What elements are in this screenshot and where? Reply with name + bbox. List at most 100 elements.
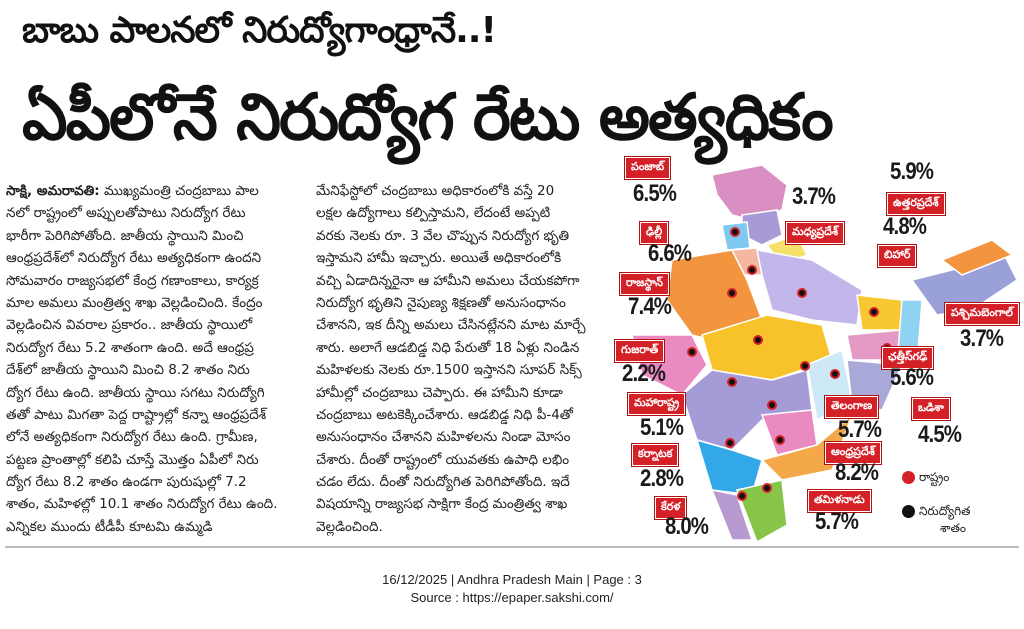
value-delhi: 6.6%	[648, 240, 692, 267]
red-dot-icon	[902, 471, 915, 484]
region-bihar	[856, 294, 903, 331]
article-line: తతో పాటు మిగతా పెద్ద రాష్ట్రాల్లో కన్నా …	[6, 404, 306, 426]
article-line: పట్టణ ప్రాంతాల్లో కలిపి చూస్తే మొత్తం ఏప…	[6, 449, 306, 471]
article-line: భారీగా పెరిగిపోతోంది. జాతీయ స్థాయిని మిం…	[6, 225, 306, 247]
article-column-middle: మేనిఫేస్టోలో చంద్రబాబు అధికారంలోకి వస్తే…	[316, 180, 611, 538]
value-chhattisgarh: 5.6%	[890, 364, 934, 391]
article-line: సోమవారం రాజ్యసభలో కేంద్ర గణాంకాలు, కార్య…	[6, 270, 306, 292]
article-line: ద్యోగ రేటు ఉంది. జాతీయ స్థాయి సగటు నిరుద…	[6, 382, 306, 404]
region-up	[756, 249, 863, 326]
article-line-text: ద్యోగ రేటు 8.2 శాతం ఉండగా పురుషుల్లో 7.2	[6, 474, 247, 491]
black-dot-icon	[902, 505, 915, 518]
article-line-text: విషయాన్ని రాజ్యసభ సాక్షిగా కేంద్ర మంత్రి…	[316, 496, 568, 513]
article-line: ఆంధ్రప్రదేశ్‌లో నిరుద్యోగ రేటు అత్యధికంగ…	[6, 247, 306, 269]
article-line: ఇస్తామని హామీ ఇచ్చారు. అయితే అధికారంలోకి	[316, 247, 611, 269]
value-kerala: 8.0%	[665, 513, 709, 540]
article-line: శాతం, మహిళల్లో 10.1 శాతం నిరుద్యోగ రేటు …	[6, 493, 306, 515]
label-uttar-pradesh: ఉత్తరప్రదేశ్	[887, 193, 945, 215]
region-northeast-2	[940, 239, 1014, 276]
article-line-text: పట్టణ ప్రాంతాల్లో కలిపి చూస్తే మొత్తం ఏప…	[6, 451, 259, 468]
region-kerala	[710, 488, 754, 541]
legend-state: రాష్ట్రం	[902, 470, 949, 487]
value-maharashtra: 5.1%	[640, 414, 684, 441]
label-gujarat: గుజరాత్	[615, 340, 665, 362]
label-andhra-pradesh: ఆంధ్రప్రదేశ్	[825, 442, 881, 464]
article-line: వరకు నెలకు రూ. 3 వేల చొప్పున నిరుద్యోగ భ…	[316, 225, 611, 247]
article-line-text: తతో పాటు మిగతా పెద్ద రాష్ట్రాల్లో కన్నా …	[6, 406, 267, 423]
article-line: లక్షల ఉద్యోగాలు కల్పిస్తామని, లేదంటే అప్…	[316, 202, 611, 224]
article-column-left: సాక్షి, అమరావతి: ముఖ్యమంత్రి చంద్రబాబు ప…	[6, 180, 306, 538]
article-line-text: వచ్చి ఏడాదిన్నరైనా ఆ హామీని అమలు చేయకపోగ…	[316, 272, 580, 289]
legend-rate-label: నిరుద్యోగిత	[919, 504, 971, 518]
article-line-text: నిరుద్యోగ భృతిని నైపుణ్య శిక్షణతో అనుసంధ…	[316, 294, 566, 311]
article-line-text: వరకు నెలకు రూ. 3 వేల చొప్పున నిరుద్యోగ భ…	[316, 227, 570, 244]
kicker-headline: బాబు పాలనలో నిరుద్యోగాంధ్రానే..!	[22, 10, 497, 51]
article-line: మహిళలకు నెలకు రూ.1500 ఇస్తానని సూపర్ సిక…	[316, 359, 611, 381]
article-line-text: ముఖ్యమంత్రి చంద్రబాబు పాల	[99, 183, 259, 199]
dateline: సాక్షి, అమరావతి:	[6, 183, 100, 199]
article-line-text: చంద్రబాబు అటకెక్కించేశారు. ఆడబిడ్డ నిధి …	[316, 406, 573, 423]
legend-state-label: రాష్ట్రం	[919, 470, 950, 484]
article-line-text: భారీగా పెరిగిపోతోంది. జాతీయ స్థాయిని మిం…	[6, 227, 244, 244]
label-delhi: ఢిల్లీ	[640, 222, 669, 244]
label-rajasthan: రాజస్థాన్	[620, 273, 670, 295]
article-line: శారు. అలాగే ఆడబిడ్డ నిధి పేరుతో 18 ఏళ్లు…	[316, 337, 611, 359]
article-line: నలో రాష్ట్రంలో అప్పులతోపాటు నిరుద్యోగ రే…	[6, 202, 306, 224]
value-gujarat: 2.2%	[622, 360, 666, 387]
article-line-text: నలో రాష్ట్రంలో అప్పులతోపాటు నిరుద్యోగ రే…	[6, 205, 246, 222]
india-unemployment-map: పంజాబ్ 6.5% ఢిల్లీ 6.6% రాజస్థాన్ 7.4% గ…	[612, 150, 1024, 545]
region-northeast	[910, 249, 1018, 316]
article-line-text: మాల అమలు మంత్రిత్వ శాఖ వెల్లడించింది. కే…	[6, 294, 263, 311]
article-line: మేనిఫేస్టోలో చంద్రబాబు అధికారంలోకి వస్తే…	[316, 180, 611, 202]
article-line-text: నిరుద్యోగ రేటు 5.2 శాతంగా ఉంది. అదే ఆంధ్…	[6, 339, 254, 356]
value-madhya-pradesh: 3.7%	[792, 183, 836, 210]
article-line: చేశారు. దీంతో రాష్ట్రంలో యువతకు ఉపాధి లభ…	[316, 449, 611, 471]
label-odisha: ఒడిశా	[912, 398, 950, 420]
article-line: చడం లేదు. దీంతో నిరుద్యోగిత పెరిగిపోతోంద…	[316, 471, 611, 493]
article-line-text: ఆంధ్రప్రదేశ్‌లో నిరుద్యోగ రేటు అత్యధికంగ…	[6, 250, 262, 267]
value-andhra-pradesh: 8.2%	[835, 459, 879, 486]
article-line: నిరుద్యోగ రేటు 5.2 శాతంగా ఉంది. అదే ఆంధ్…	[6, 337, 306, 359]
label-bihar: బిహార్	[878, 245, 917, 267]
label-maharashtra: మహారాష్ట్ర	[628, 393, 686, 415]
article-line: అనుసంధానం చేశానని మహిళలను నిండా మోసం	[316, 426, 611, 448]
label-punjab: పంజాబ్	[625, 157, 671, 179]
footer-edition-info: 16/12/2025 | Andhra Pradesh Main | Page …	[382, 572, 642, 587]
label-madhya-pradesh: మధ్యప్రదేశ్	[786, 222, 845, 244]
article-line: దేశ్‌లో జాతీయ స్థాయిని మించి 8.2 శాతం ని…	[6, 359, 306, 381]
article-line-text: చేశారు. దీంతో రాష్ట్రంలో యువతకు ఉపాధి లభ…	[316, 451, 570, 468]
article-line: ఎన్నికల ముందు టీడీపీ కూటమి ఉమ్మడి	[6, 516, 306, 538]
article-line-text: ఎన్నికల ముందు టీడీపీ కూటమి ఉమ్మడి	[6, 518, 213, 535]
label-telangana: తెలంగాణ	[825, 396, 879, 418]
article-line-text: శాతం, మహిళల్లో 10.1 శాతం నిరుద్యోగ రేటు …	[6, 496, 278, 513]
article-line-text: వెల్లడించింది.	[316, 518, 383, 535]
article-line: వెల్లడించింది.	[316, 516, 611, 538]
article-line: చంద్రబాబు అటకెక్కించేశారు. ఆడబిడ్డ నిధి …	[316, 404, 611, 426]
article-line-text: చడం లేదు. దీంతో నిరుద్యోగిత పెరిగిపోతోంద…	[316, 474, 570, 491]
article-line: వెల్లడించిన వివరాల ప్రకారం.. జాతీయ స్థాయ…	[6, 314, 306, 336]
article-line-text: చేశానని, ఇక దీన్ని అమలు చేసినట్లేనని మాట…	[316, 317, 586, 334]
value-odisha: 4.5%	[918, 421, 962, 448]
value-karnataka: 2.8%	[640, 465, 684, 492]
article-line: సాక్షి, అమరావతి: ముఖ్యమంత్రి చంద్రబాబు ప…	[6, 180, 306, 202]
article-line: ద్యోగ రేటు 8.2 శాతం ఉండగా పురుషుల్లో 7.2	[6, 471, 306, 493]
article-line-text: అనుసంధానం చేశానని మహిళలను నిండా మోసం	[316, 429, 571, 446]
value-bihar: 5.9%	[890, 158, 934, 185]
label-west-bengal: పశ్చిమబెంగాల్	[945, 303, 1019, 325]
value-punjab: 6.5%	[633, 180, 677, 207]
article-line-text: ఇస్తామని హామీ ఇచ్చారు. అయితే అధికారంలోకి	[316, 250, 562, 267]
value-tamil-nadu: 5.7%	[815, 508, 859, 535]
value-rajasthan: 7.4%	[628, 293, 672, 320]
article-line: నిరుద్యోగ భృతిని నైపుణ్య శిక్షణతో అనుసంధ…	[316, 292, 611, 314]
article-line-text: సోమవారం రాజ్యసభలో కేంద్ర గణాంకాలు, కార్య…	[6, 272, 259, 289]
article-line-text: లక్షల ఉద్యోగాలు కల్పిస్తామని, లేదంటే అప్…	[316, 205, 551, 222]
article-line: లోనే అత్యధికంగా నిరుద్యోగ రేటు ఉంది. గ్ర…	[6, 426, 306, 448]
label-kerala: కేరళ	[655, 497, 687, 519]
value-telangana: 5.7%	[838, 416, 882, 443]
article-line: విషయాన్ని రాజ్యసభ సాక్షిగా కేంద్ర మంత్రి…	[316, 493, 611, 515]
article-line-text: దేశ్‌లో జాతీయ స్థాయిని మించి 8.2 శాతం ని…	[6, 362, 250, 379]
article-line-text: లోనే అత్యధికంగా నిరుద్యోగ రేటు ఉంది. గ్ర…	[6, 429, 258, 446]
bottom-divider	[5, 546, 1019, 548]
article-line-text: మహిళలకు నెలకు రూ.1500 ఇస్తానని సూపర్ సిక…	[316, 362, 582, 379]
article-line-text: శారు. అలాగే ఆడబిడ్డ నిధి పేరుతో 18 ఏళ్లు…	[316, 339, 580, 356]
